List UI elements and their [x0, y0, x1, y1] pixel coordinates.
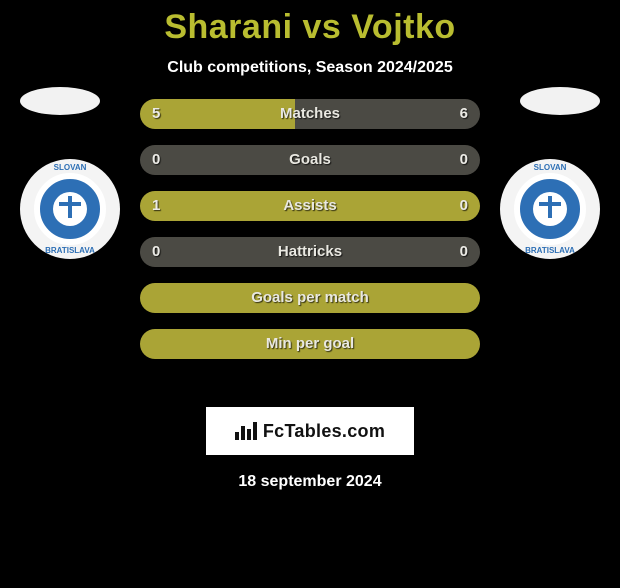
- stat-bar-right: [310, 145, 480, 175]
- watermark-text: FcTables.com: [263, 421, 385, 442]
- stat-value-left: 5: [152, 99, 160, 129]
- stat-value-right: 0: [460, 145, 468, 175]
- flag-left-icon: [20, 87, 100, 115]
- crest-right-ring: [514, 173, 586, 245]
- stat-row: 56Matches: [140, 99, 480, 129]
- title-vs: vs: [303, 8, 342, 46]
- stat-bar-left: [140, 99, 295, 129]
- crest-right-symbol-icon: [533, 192, 567, 226]
- crest-right-top-text: SLOVAN: [500, 163, 600, 172]
- flag-right-icon: [520, 87, 600, 115]
- stat-value-right: 6: [460, 99, 468, 129]
- stat-value-left: 0: [152, 145, 160, 175]
- stat-bars: 56Matches00Goals10Assists00HattricksGoal…: [140, 99, 480, 375]
- page-title: Sharani vs Vojtko: [0, 8, 620, 47]
- stat-value-left: 0: [152, 237, 160, 267]
- title-player-a: Sharani: [164, 8, 292, 46]
- crest-left: SLOVAN BRATISLAVA: [20, 159, 120, 259]
- stat-row: Min per goal: [140, 329, 480, 359]
- stat-row: 10Assists: [140, 191, 480, 221]
- crest-left-bottom-text: BRATISLAVA: [20, 246, 120, 255]
- stat-bar-left: [140, 283, 480, 313]
- stat-value-left: 1: [152, 191, 160, 221]
- subtitle: Club competitions, Season 2024/2025: [0, 59, 620, 77]
- stat-bar-left: [140, 191, 480, 221]
- crest-left-symbol-icon: [53, 192, 87, 226]
- crest-left-top-text: SLOVAN: [20, 163, 120, 172]
- stat-bar-right: [295, 99, 480, 129]
- stat-row: 00Goals: [140, 145, 480, 175]
- comparison-stage: SLOVAN BRATISLAVA SLOVAN BRATISLAVA 56Ma…: [0, 99, 620, 399]
- stat-bar-right: [310, 237, 480, 267]
- title-player-b: Vojtko: [351, 8, 455, 46]
- crest-left-ring: [34, 173, 106, 245]
- watermark-chart-icon: [235, 422, 257, 440]
- stat-bar-left: [140, 237, 310, 267]
- stat-value-right: 0: [460, 237, 468, 267]
- stat-bar-left: [140, 329, 480, 359]
- stat-row: Goals per match: [140, 283, 480, 313]
- crest-right-bottom-text: BRATISLAVA: [500, 246, 600, 255]
- stat-row: 00Hattricks: [140, 237, 480, 267]
- stat-value-right: 0: [460, 191, 468, 221]
- watermark: FcTables.com: [206, 407, 414, 455]
- crest-right: SLOVAN BRATISLAVA: [500, 159, 600, 259]
- date-line: 18 september 2024: [0, 473, 620, 491]
- stat-bar-left: [140, 145, 310, 175]
